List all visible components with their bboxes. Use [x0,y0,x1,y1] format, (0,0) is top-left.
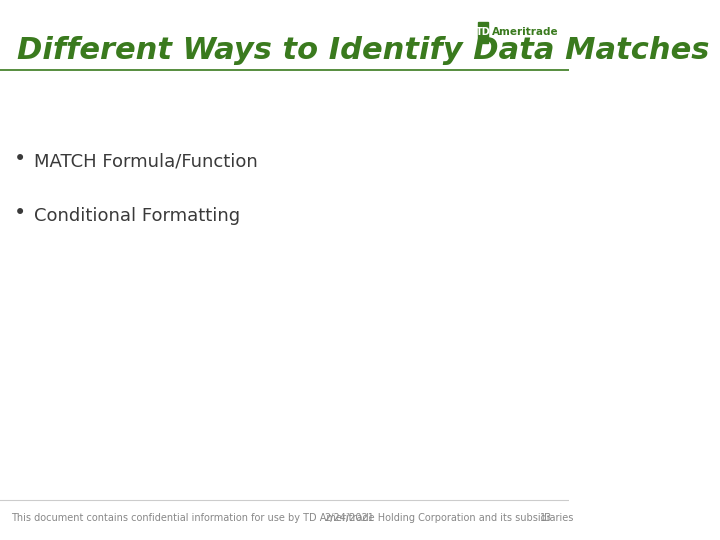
Text: Conditional Formatting: Conditional Formatting [34,207,240,225]
Text: Ameritrade: Ameritrade [492,28,559,37]
Text: 13: 13 [539,514,552,523]
Text: 2/24/2021: 2/24/2021 [324,514,374,523]
Text: This document contains confidential information for use by TD Ameritrade Holding: This document contains confidential info… [12,514,574,523]
Text: TD: TD [476,28,490,37]
Text: Different Ways to Identify Data Matches: Different Ways to Identify Data Matches [17,36,709,65]
Text: MATCH Formula/Function: MATCH Formula/Function [34,153,258,171]
Text: •: • [14,203,26,224]
FancyBboxPatch shape [478,22,488,43]
Text: •: • [14,149,26,170]
